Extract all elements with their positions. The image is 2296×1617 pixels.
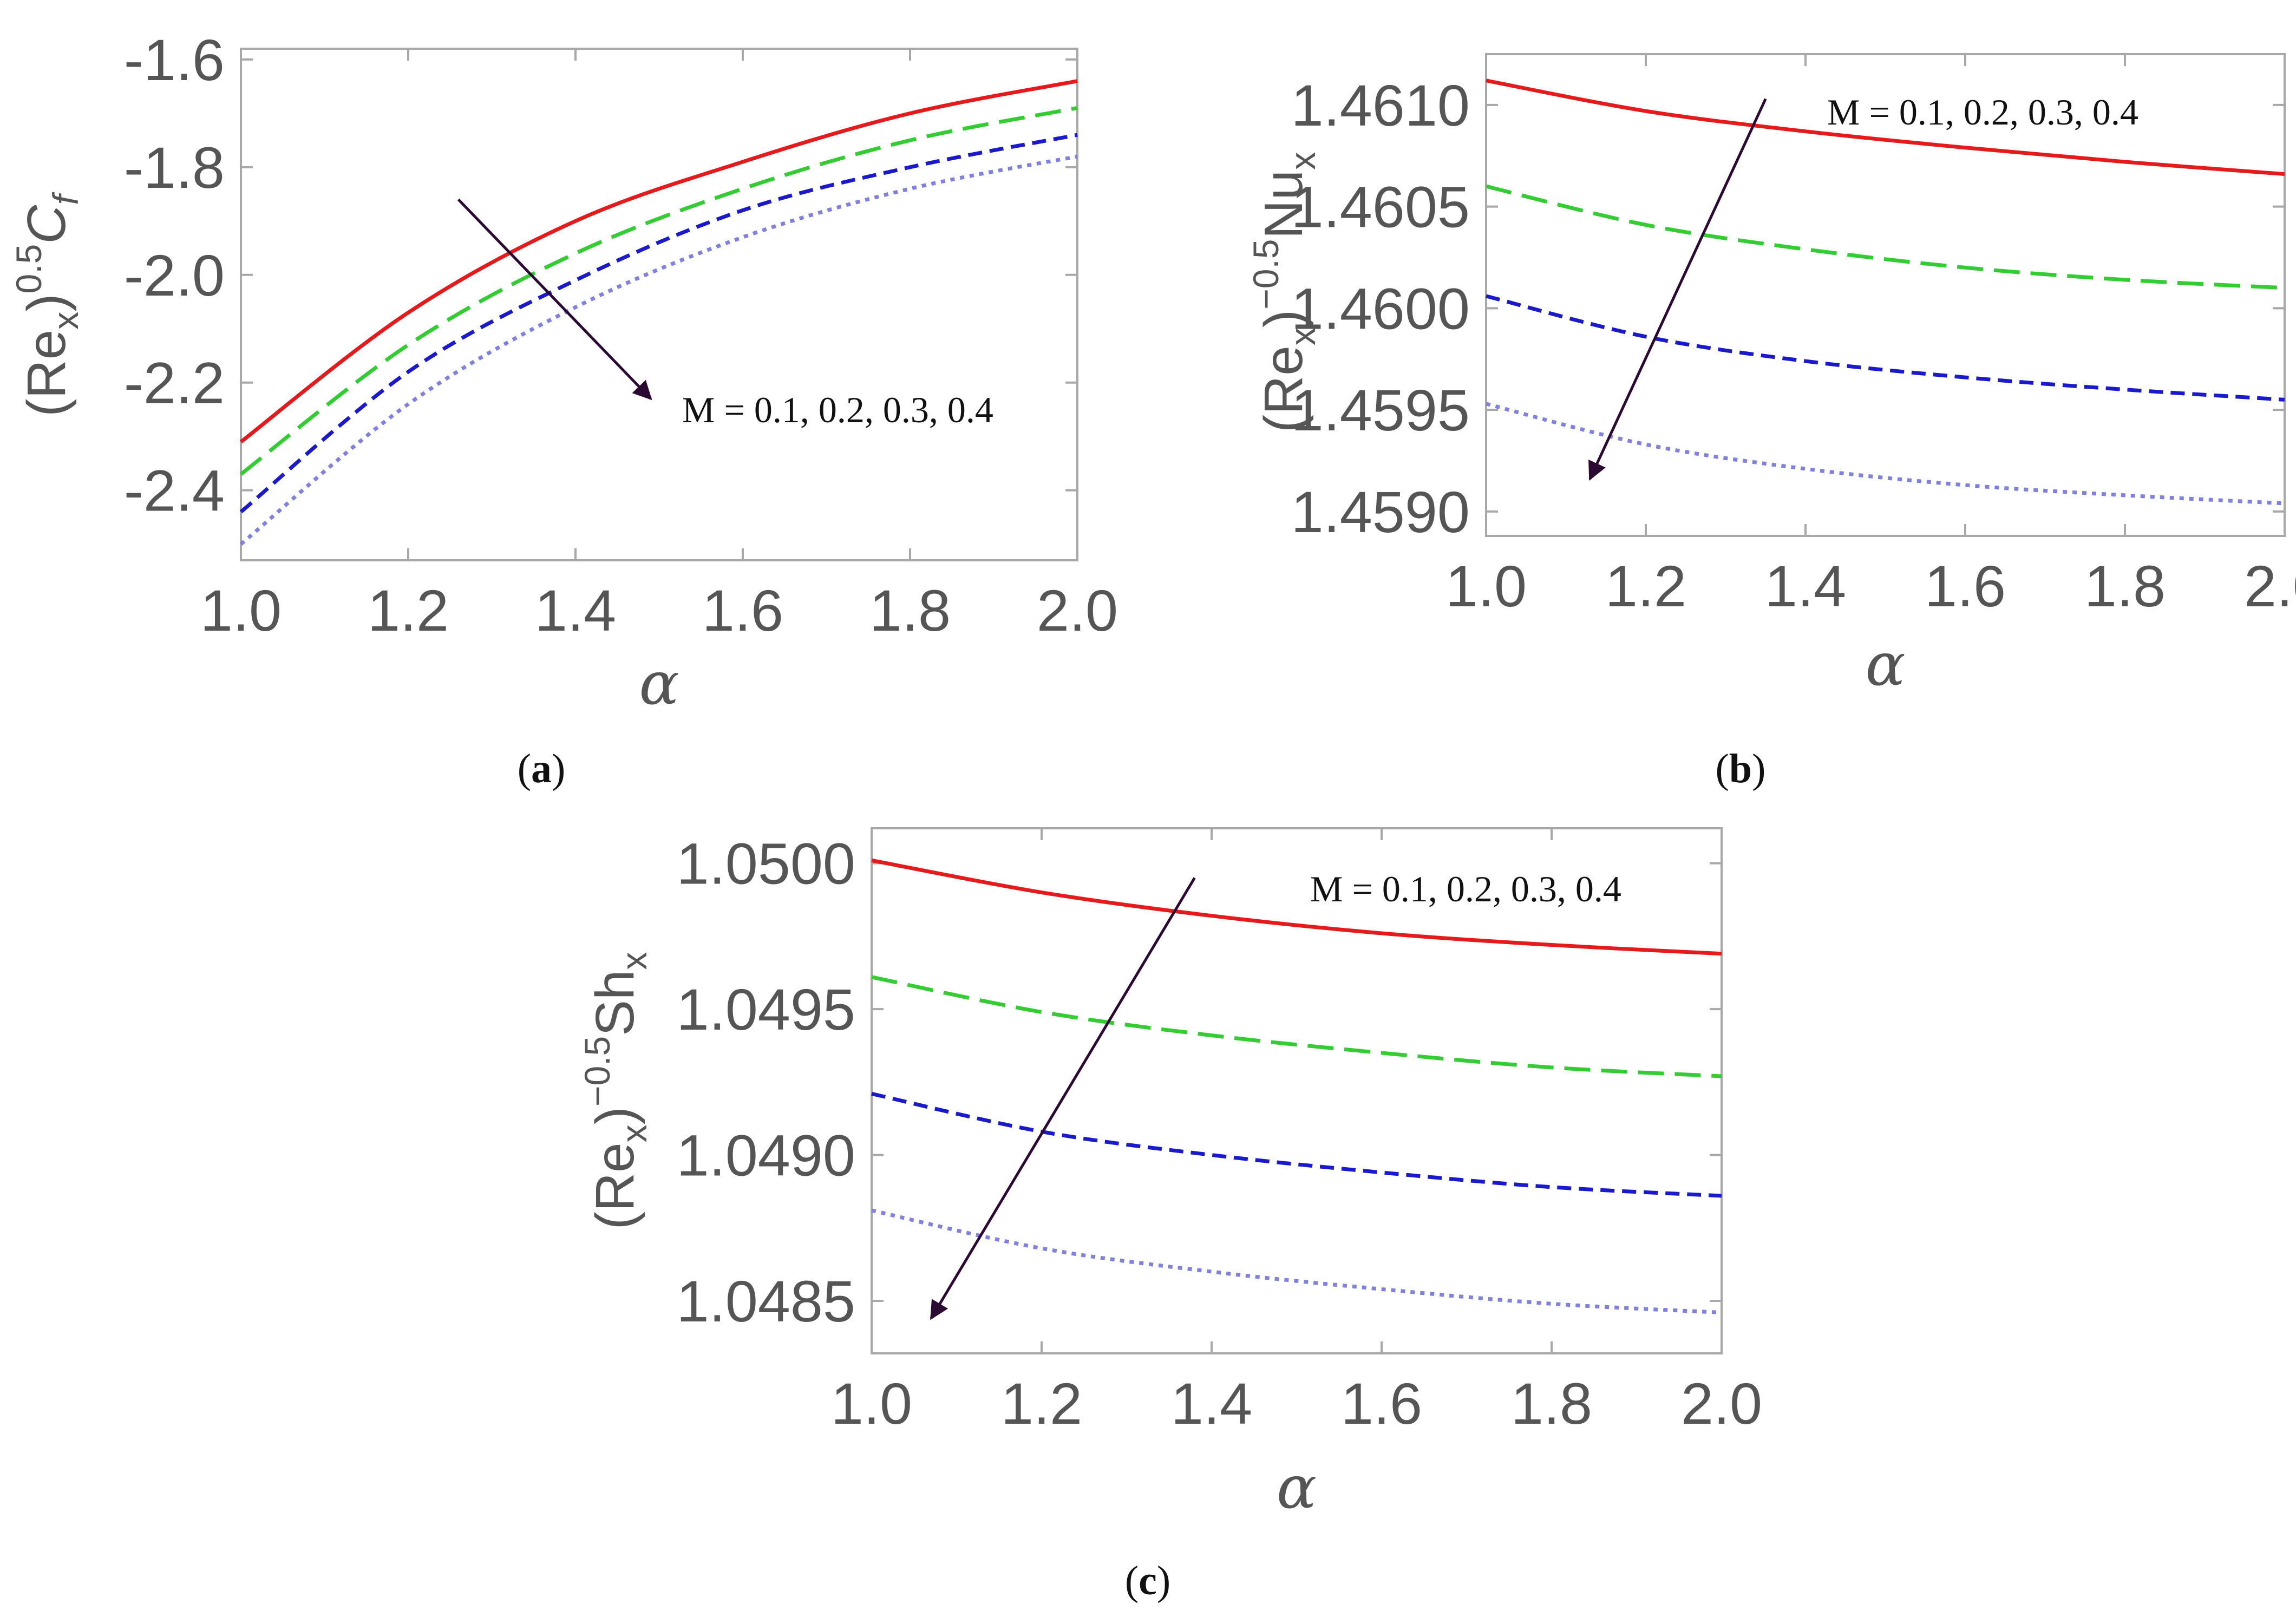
x-tick-label: 1.8: [869, 578, 951, 643]
y-tick-label: -2.0: [124, 243, 225, 308]
y-axis-label: (Rex)−0.5Nux: [1246, 152, 1323, 433]
y-label-part-main: C: [16, 205, 77, 244]
x-tick-label: 1.4: [535, 578, 616, 643]
y-label-part-base: (Re: [585, 1142, 645, 1229]
caption-letter: b: [1729, 746, 1752, 791]
annotation-m-values: M = 0.1, 0.2, 0.3, 0.4: [1310, 868, 1621, 909]
x-axis-label: α: [1277, 1452, 1317, 1522]
caption-letter: a: [531, 746, 552, 791]
x-axis-label: α: [639, 649, 679, 718]
y-tick-label: 1.0485: [677, 1268, 855, 1334]
y-tick-label: 1.4605: [1291, 174, 1470, 240]
x-tick-label: 1.2: [1605, 553, 1686, 619]
x-tick-label: 1.0: [1445, 553, 1527, 619]
x-tick-label: 1.2: [1001, 1371, 1082, 1436]
trend-arrow: [457, 198, 652, 401]
x-tick-label: 1.4: [1171, 1371, 1252, 1436]
caption-letter: c: [1139, 1558, 1157, 1603]
y-tick-label: -2.2: [124, 350, 225, 416]
plot-frame: [240, 48, 1078, 561]
series-line-m-2: [871, 975, 1722, 1078]
x-tick-label: 1.6: [1341, 1371, 1422, 1436]
series-line-m-4: [871, 1208, 1722, 1315]
series-line-m-3: [1486, 294, 2285, 402]
x-tick-label: 2.0: [1037, 578, 1118, 643]
panel-caption: (c): [1125, 1558, 1170, 1603]
series-line-m-3: [871, 1091, 1722, 1198]
trend-arrow: [930, 877, 1196, 1320]
panel-c: 1.0 1.2 1.4 1.6 1.8 2.0 1.0500 1.0495 1.0490 1.04…: [577, 827, 1762, 1603]
panel-caption: (a): [518, 746, 566, 791]
y-tick-label: 1.0495: [677, 977, 855, 1042]
x-tick-label: 1.6: [1925, 553, 2006, 619]
y-axis-label: (Rex)−0.5Shx: [577, 952, 654, 1229]
y-label-part-main-sub: f: [45, 191, 86, 205]
y-label-part-sup: −0.5: [577, 1036, 617, 1107]
y-tick-label: -1.6: [124, 27, 225, 93]
y-label-part-sup: 0.5: [9, 244, 49, 294]
series-line-m-1: [239, 79, 1078, 443]
y-label-part-base: (Re: [16, 330, 77, 417]
series-line-m-2: [239, 106, 1078, 476]
series-line-m-1: [1486, 78, 2285, 176]
y-label-part-close: ): [1253, 310, 1314, 328]
y-label-part-close: ): [16, 293, 77, 311]
y-tick-label: 1.0490: [677, 1123, 855, 1188]
x-tick-label: 1.8: [2084, 553, 2166, 619]
series-line-m-4: [1486, 402, 2285, 506]
annotation-m-values: M = 0.1, 0.2, 0.3, 0.4: [1827, 91, 2138, 133]
y-label-part-main-sub: x: [614, 952, 654, 970]
y-label-part-base: (Re: [1253, 345, 1314, 433]
y-label-part-main: Nu: [1253, 170, 1314, 239]
series-line-m-1: [871, 858, 1722, 956]
y-axis-label: (Rex)0.5Cf: [9, 191, 86, 416]
y-tick-label: 1.4600: [1291, 276, 1470, 341]
x-tick-label: 2.0: [1681, 1371, 1762, 1436]
series-line-m-2: [1486, 184, 2285, 290]
y-label-part-main-sub: x: [1283, 152, 1323, 170]
x-axis-label: α: [1865, 630, 1905, 699]
x-tick-label: 2.0: [2244, 553, 2296, 619]
y-tick-label: 1.4595: [1291, 377, 1470, 443]
y-label-part-sub: x: [45, 312, 86, 330]
y-label-part-main: Sh: [585, 970, 645, 1036]
x-tick-label: 1.8: [1511, 1371, 1592, 1436]
y-tick-label: 1.0500: [677, 831, 855, 896]
plot-frame: [871, 827, 1723, 1354]
trend-arrow: [1588, 98, 1767, 481]
y-tick-label: 1.4610: [1291, 73, 1470, 138]
y-tick-label: -2.4: [124, 458, 225, 523]
panel-caption: (b): [1716, 746, 1766, 791]
y-tick-label: -1.8: [124, 135, 225, 200]
y-label-part-sub: x: [614, 1124, 654, 1142]
y-label-part-sup: −0.5: [1246, 239, 1286, 310]
x-tick-label: 1.6: [702, 578, 783, 643]
panel-b: 1.0 1.2 1.4 1.6 1.8 2.0 1.4610 1.4605 1.4600 1.45…: [1246, 53, 2296, 791]
x-tick-label: 1.2: [368, 578, 449, 643]
y-tick-label: 1.4590: [1291, 479, 1470, 545]
plot-frame: [1485, 53, 2286, 537]
y-label-part-close: ): [585, 1107, 645, 1124]
series-line-m-4: [239, 154, 1078, 546]
x-tick-label: 1.0: [831, 1371, 912, 1436]
annotation-m-values: M = 0.1, 0.2, 0.3, 0.4: [682, 389, 993, 430]
x-tick-label: 1.4: [1765, 553, 1846, 619]
series-line-m-3: [239, 133, 1078, 514]
panel-a: 1.0 1.2 1.4 1.6 1.8 2.0 -1.6 -1.8 -2.0 -2.2 -2.4 M …: [9, 27, 1118, 791]
x-tick-label: 1.0: [200, 578, 282, 643]
y-label-part-sub: x: [1283, 328, 1323, 345]
